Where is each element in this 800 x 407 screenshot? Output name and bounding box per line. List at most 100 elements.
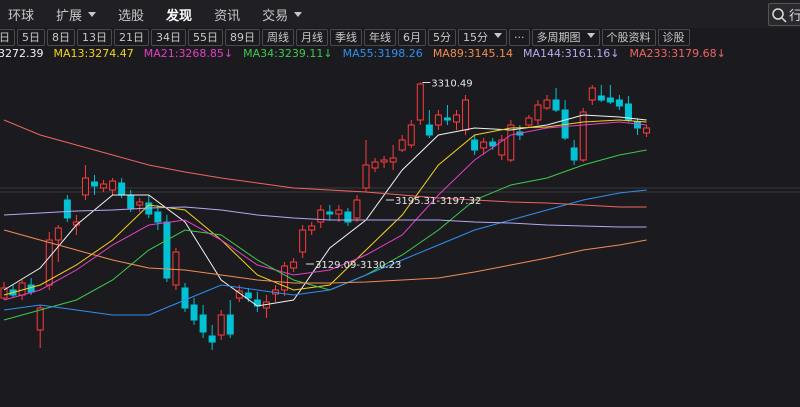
period-button[interactable]: 周线 bbox=[262, 28, 294, 46]
candle-body bbox=[109, 180, 117, 191]
candle-body bbox=[407, 124, 415, 146]
nav-item[interactable]: 资讯 bbox=[214, 8, 241, 24]
candle-body bbox=[416, 83, 424, 121]
ma-line bbox=[3, 206, 647, 228]
period-button[interactable]: 15分 bbox=[458, 28, 507, 46]
legend-entry: MA233:3179.68↓ bbox=[629, 47, 726, 60]
period-button[interactable]: 月线 bbox=[296, 28, 328, 46]
candle-body bbox=[181, 287, 189, 309]
kline-chart: 3310.49 3195.31-3197.32 3129.09-3130.23 bbox=[0, 79, 800, 350]
legend-entry: MA89:3145.14 bbox=[432, 47, 514, 60]
period-button[interactable]: 34日 bbox=[151, 28, 186, 46]
period-button[interactable]: ··· bbox=[509, 28, 530, 46]
search-text: 行 bbox=[789, 9, 800, 24]
candle-body bbox=[299, 229, 307, 253]
nav-item[interactable]: 扩展 bbox=[44, 5, 110, 24]
candle-body bbox=[624, 103, 632, 121]
candle-body bbox=[579, 111, 587, 161]
candle-body bbox=[100, 183, 108, 189]
candle-body bbox=[615, 99, 623, 107]
candle-body bbox=[462, 99, 470, 131]
nav-item[interactable]: 选股 bbox=[118, 8, 145, 24]
candle-body bbox=[634, 121, 641, 129]
candle-body bbox=[217, 314, 225, 336]
candle-body bbox=[244, 292, 252, 299]
period-button[interactable]: 个股资料 bbox=[601, 28, 656, 46]
candle-body bbox=[326, 211, 334, 215]
candle-body bbox=[54, 227, 62, 241]
candle-body bbox=[317, 209, 325, 223]
period-button[interactable]: 55日 bbox=[188, 28, 223, 46]
candle-body bbox=[36, 307, 44, 331]
search-box[interactable]: 行 bbox=[768, 3, 800, 26]
period-button[interactable]: 日 bbox=[0, 28, 15, 46]
candle-body bbox=[570, 147, 578, 161]
candle-body bbox=[290, 261, 298, 269]
candle-body bbox=[443, 117, 451, 121]
annotation: 3195.31-3197.32 bbox=[395, 196, 481, 207]
candle-body bbox=[0, 287, 8, 299]
candle-body bbox=[507, 124, 515, 161]
candle-body bbox=[380, 159, 388, 163]
candle-body bbox=[208, 335, 216, 343]
period-button[interactable]: 年线 bbox=[364, 28, 396, 46]
candle-body bbox=[199, 314, 207, 333]
ma-line bbox=[3, 149, 647, 321]
candle-body bbox=[344, 211, 352, 223]
candle-body bbox=[118, 182, 126, 195]
candle-body bbox=[235, 290, 243, 299]
candle-body bbox=[45, 239, 53, 286]
candle-body bbox=[643, 127, 651, 134]
period-button[interactable]: 诊股 bbox=[657, 28, 690, 46]
candle-body bbox=[172, 251, 180, 286]
legend-entry: 3272.39 bbox=[0, 47, 44, 60]
ma-line bbox=[3, 114, 647, 307]
period-button[interactable]: 21日 bbox=[114, 28, 149, 46]
candle-body bbox=[588, 87, 596, 101]
period-button[interactable]: 8日 bbox=[47, 28, 75, 46]
legend-entry: MA55:3198.26 bbox=[342, 47, 423, 60]
legend-entry: MA13:3274.47 bbox=[53, 47, 134, 60]
candle-body bbox=[398, 139, 406, 151]
ma-line bbox=[3, 119, 647, 208]
nav-item[interactable]: 环球 bbox=[8, 8, 35, 24]
candle-body bbox=[63, 199, 71, 219]
top-nav: 环球 扩展 选股 发现 资讯 交易 bbox=[0, 0, 800, 28]
period-button[interactable]: 5分 bbox=[428, 28, 456, 46]
candle-body bbox=[606, 97, 614, 103]
ma-legend: 3272.39 MA13:3274.47 MA21:3268.85↓ MA34:323… bbox=[0, 47, 726, 61]
nav-item[interactable]: 交易 bbox=[250, 5, 316, 24]
candle-body bbox=[81, 177, 89, 196]
ma-line bbox=[3, 121, 647, 301]
candle-body bbox=[434, 114, 442, 126]
candle-body bbox=[534, 104, 542, 121]
candle-body bbox=[453, 114, 460, 123]
candle-body bbox=[543, 99, 551, 109]
candle-body bbox=[471, 139, 479, 151]
ma-line bbox=[3, 189, 647, 316]
candle-body bbox=[281, 265, 289, 291]
legend-entry: MA34:3239.11↓ bbox=[243, 47, 333, 60]
search-icon bbox=[772, 7, 787, 23]
period-button[interactable]: 89日 bbox=[225, 28, 260, 46]
candle-body bbox=[362, 164, 370, 189]
period-button[interactable]: 季线 bbox=[330, 28, 362, 46]
candle-body bbox=[353, 199, 361, 219]
annotation: 3129.09-3130.23 bbox=[315, 260, 401, 271]
candle-body bbox=[498, 139, 506, 156]
candle-body bbox=[552, 99, 560, 111]
period-button[interactable]: 6月 bbox=[398, 28, 426, 46]
ma-line bbox=[3, 119, 647, 296]
legend-entry: MA144:3161.16↓ bbox=[523, 47, 620, 60]
candle-body bbox=[190, 304, 198, 321]
nav-item[interactable]: 发现 bbox=[166, 8, 193, 24]
period-button[interactable]: 5日 bbox=[17, 28, 45, 46]
legend-entry: MA21:3268.85↓ bbox=[143, 47, 234, 60]
annotation: 3310.49 bbox=[431, 79, 472, 90]
candle-body bbox=[489, 141, 497, 147]
candle-body bbox=[308, 225, 316, 231]
candle-body bbox=[136, 201, 144, 206]
period-button[interactable]: 多周期图 bbox=[531, 28, 600, 46]
period-button[interactable]: 13日 bbox=[77, 28, 112, 46]
